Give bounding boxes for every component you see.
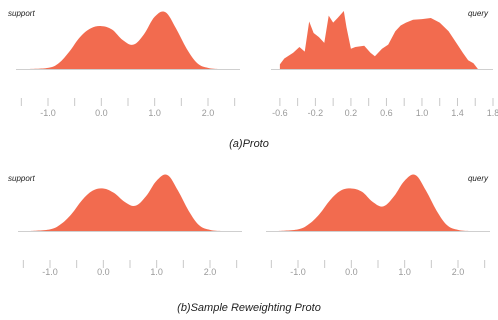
chart-panel-support-b: support -1.0 0.0 1.0 2.0: [8, 174, 242, 277]
tick-label: 1.8: [487, 108, 498, 118]
tick-label: 0.6: [380, 108, 393, 118]
tick-label: 1.0: [150, 267, 163, 277]
panel-title: support: [8, 174, 35, 183]
density-area: [26, 11, 219, 69]
panel-title: query: [468, 9, 489, 18]
tick-label: 0.0: [345, 267, 358, 277]
chart-panel-support-a: support -1.0 0.0 1.0 2.0: [8, 9, 240, 118]
caption-a: (a)Proto: [229, 138, 269, 150]
caption-b: (b)Sample Reweighting Proto: [177, 302, 321, 314]
tick-label: 1.4: [451, 108, 464, 118]
tick-label: -1.0: [290, 267, 306, 277]
tick-label: -1.0: [40, 108, 56, 118]
tick-label: 2.0: [452, 267, 465, 277]
tick-label: 0.0: [97, 267, 110, 277]
tick-label: 1.0: [148, 108, 161, 118]
tick-label: 2.0: [204, 267, 217, 277]
tick-label: -0.2: [308, 108, 324, 118]
tick-label: -1.0: [42, 267, 58, 277]
chart-panel-query-a: query -0.6 -0.2 0.2 0.6 1.0 1.4 1.8: [271, 9, 498, 118]
tick-label: 0.0: [95, 108, 108, 118]
density-area: [279, 11, 478, 69]
tick-label: 1.0: [416, 108, 429, 118]
density-area: [28, 174, 221, 231]
tick-label: -0.6: [272, 108, 288, 118]
panel-title: support: [8, 9, 35, 18]
chart-panel-query-b: query -1.0 0.0 1.0 2.0: [266, 174, 490, 277]
panel-title: query: [468, 174, 489, 183]
tick-label: 2.0: [202, 108, 215, 118]
density-area: [276, 174, 469, 231]
tick-label: 1.0: [398, 267, 411, 277]
tick-label: 0.2: [345, 108, 358, 118]
